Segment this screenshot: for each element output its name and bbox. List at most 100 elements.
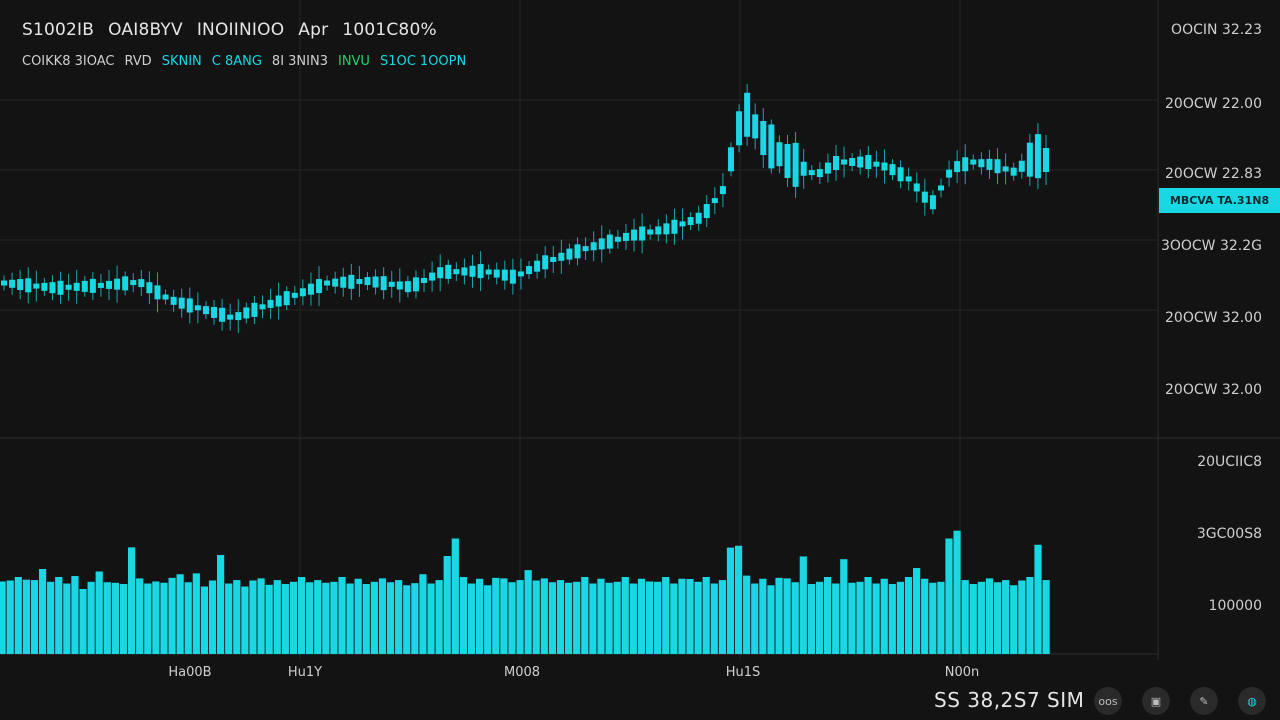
candle-body [550, 257, 557, 263]
last-price-tag: MBCVA TA.31N8 [1159, 188, 1280, 213]
candle-body [582, 246, 589, 252]
volume-bar [993, 582, 1002, 654]
candle-body [913, 183, 920, 192]
candle-body [170, 296, 177, 305]
settings-button[interactable]: oos [1094, 687, 1122, 715]
candle-body [1010, 167, 1017, 176]
volume-bar [459, 577, 468, 654]
candle-body [970, 159, 977, 165]
volume-bar [751, 583, 759, 654]
volume-bar [386, 582, 395, 654]
volume-bar [492, 577, 500, 654]
volume-bar [977, 581, 985, 654]
indicator-field: INVU [337, 54, 370, 69]
volume-bar [370, 581, 378, 654]
volume-bar [921, 578, 929, 654]
volume-bar [249, 580, 257, 654]
volume-bar [338, 577, 346, 654]
candle-body [469, 265, 476, 277]
indicator-field: RVD [124, 54, 152, 69]
volume-bar [427, 583, 435, 654]
candle-body [364, 277, 371, 286]
volume-bar [403, 585, 411, 654]
snapshot-button[interactable]: ◍ [1238, 687, 1266, 715]
volume-bar [435, 580, 443, 654]
candle-body [566, 248, 573, 260]
volume-bar [322, 582, 330, 654]
candle-body [542, 255, 549, 270]
candle-body [41, 282, 48, 291]
volume-bar [904, 577, 913, 654]
candle-body [776, 142, 783, 167]
volume-bar [273, 580, 281, 654]
candle-body [291, 292, 298, 298]
volume-bar [30, 580, 39, 654]
volume-bar [791, 582, 799, 654]
candle-body [81, 280, 88, 292]
candle-body [703, 204, 710, 219]
volume-bar [346, 583, 354, 654]
candle-body [655, 226, 662, 235]
volume-bar [297, 577, 306, 654]
volume-bar [726, 547, 735, 654]
volume-bar [451, 538, 459, 654]
volume-bar [937, 581, 945, 654]
candle-body [574, 244, 581, 259]
volume-bar [629, 583, 637, 654]
candle-body [493, 269, 500, 278]
volume-bar [621, 577, 629, 654]
price-axis-label: 20OCW 22.00 [1165, 96, 1262, 112]
candle-body [429, 272, 436, 281]
volume-bar [524, 570, 532, 654]
candle-body [299, 288, 306, 297]
bottom-readout: SS 38,2S7 SIM [934, 688, 1085, 712]
candle-body [65, 284, 72, 290]
volume-bar [637, 578, 646, 654]
indicator-field: C 8ANG [211, 54, 262, 69]
candle-body [558, 252, 565, 261]
candle-body [727, 147, 734, 172]
candle-body [509, 269, 516, 284]
candle-body [631, 229, 638, 241]
volume-bar [718, 580, 726, 654]
volume-bar [913, 568, 921, 654]
candle-body [25, 278, 32, 293]
volume-bar [1002, 580, 1010, 654]
candle-body [437, 267, 444, 279]
ticker-header: S1002IB OAI8BYV INOIINIOO Apr 1001C80% [22, 20, 451, 40]
candle-body [146, 282, 153, 294]
volume-bar [823, 577, 832, 654]
volume-bar [119, 584, 128, 654]
header-field: Apr [298, 20, 329, 40]
volume-bar [395, 580, 403, 654]
candle-body [9, 279, 16, 288]
volume-bar [540, 578, 548, 654]
candle-body [824, 162, 831, 174]
candle-body [808, 170, 815, 176]
header-field: INOIINIOO [196, 20, 285, 40]
volume-bar [581, 577, 589, 654]
candle-body [356, 278, 363, 284]
time-axis-label: Hu1Y [287, 665, 323, 680]
volume-bar [953, 530, 961, 654]
candle-body [227, 314, 234, 320]
candle-body [267, 299, 274, 308]
volume-bar [1026, 577, 1034, 654]
candle-body [849, 158, 856, 166]
volume-bar [662, 577, 670, 654]
volume-bar [200, 586, 209, 654]
volume-bar [872, 583, 880, 654]
volume-bar [136, 578, 144, 654]
indicator-field: S1OC 1OOPN [379, 54, 467, 69]
fullscreen-button[interactable]: ▣ [1142, 687, 1170, 715]
candle-body [857, 156, 864, 168]
candle-body [1026, 142, 1033, 177]
volume-bar [475, 578, 484, 654]
tools-button[interactable]: ✎ [1190, 687, 1218, 715]
candle-body [760, 121, 767, 156]
candle-body [501, 269, 508, 281]
volume-bar [645, 581, 654, 654]
candle-body [122, 276, 129, 291]
volume-bar [654, 581, 662, 654]
